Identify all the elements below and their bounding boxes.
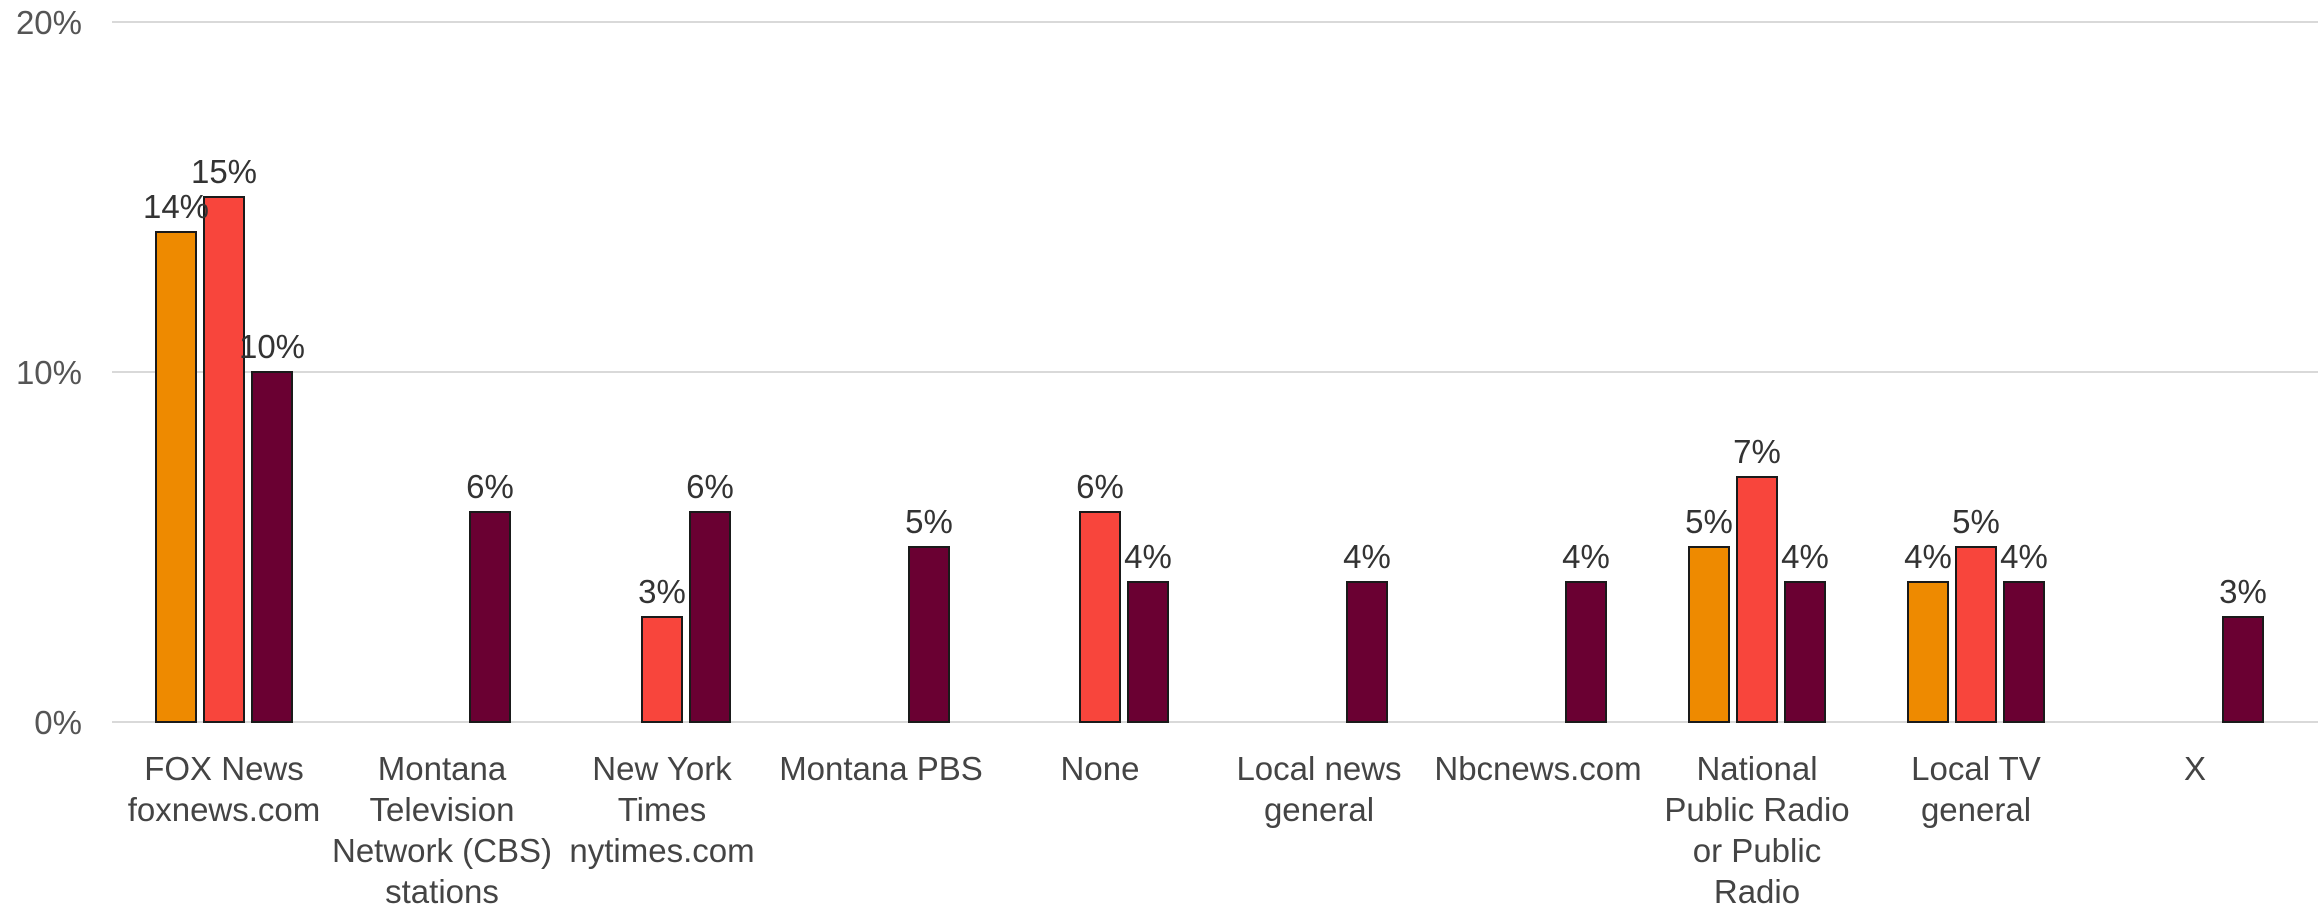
x-category-label: Montana PBS [779, 750, 983, 787]
bar [203, 196, 245, 723]
data-label: 6% [466, 468, 514, 505]
data-label: 4% [2000, 538, 2048, 575]
data-label: 10% [239, 328, 305, 365]
bar [1736, 476, 1778, 723]
bars [155, 196, 2264, 723]
bar [1346, 581, 1388, 723]
y-axis-ticks: 0% 10% 20% [16, 4, 82, 741]
data-label: 15% [191, 153, 257, 190]
y-tick-label: 10% [16, 354, 82, 391]
data-label: 6% [686, 468, 734, 505]
data-label: 5% [1685, 503, 1733, 540]
bar [469, 511, 511, 723]
bar [641, 616, 683, 723]
bar [1784, 581, 1826, 723]
bar [2222, 616, 2264, 723]
bar [155, 231, 197, 723]
x-category-label: X [2184, 750, 2206, 787]
data-label: 5% [905, 503, 953, 540]
x-category-label: FOX News foxnews.com [128, 750, 321, 828]
x-category-label: Local news general [1236, 750, 1401, 828]
bar [1079, 511, 1121, 723]
data-label: 4% [1904, 538, 1952, 575]
data-label: 4% [1781, 538, 1829, 575]
bar [908, 546, 950, 723]
bar [2003, 581, 2045, 723]
data-label: 3% [2219, 573, 2267, 610]
data-label: 7% [1733, 433, 1781, 470]
data-label: 4% [1343, 538, 1391, 575]
data-label: 14% [143, 188, 209, 225]
bar [251, 371, 293, 723]
bar [1688, 546, 1730, 723]
x-category-label: National Public Radio or Public Radio [1664, 750, 1849, 907]
bar [1955, 546, 1997, 723]
x-category-label: Montana Television Network (CBS) stations [332, 750, 552, 907]
data-label: 4% [1562, 538, 1610, 575]
x-category-label: None [1061, 750, 1140, 787]
y-tick-label: 20% [16, 4, 82, 41]
y-tick-label: 0% [34, 704, 82, 741]
x-category-label: New York Times nytimes.com [569, 750, 754, 869]
x-category-label: Nbcnews.com [1434, 750, 1641, 787]
bar [689, 511, 731, 723]
bar [1565, 581, 1607, 723]
data-label: 5% [1952, 503, 2000, 540]
data-label: 4% [1124, 538, 1172, 575]
data-label: 3% [638, 573, 686, 610]
data-labels: 14%5%4%15%3%6%7%5%10%6% 6%5%4% 4% 4% 4% 4%3% [143, 153, 2267, 610]
data-label: 6% [1076, 468, 1124, 505]
x-category-label: Local TV general [1911, 750, 2041, 828]
bar [1907, 581, 1949, 723]
bar [1127, 581, 1169, 723]
